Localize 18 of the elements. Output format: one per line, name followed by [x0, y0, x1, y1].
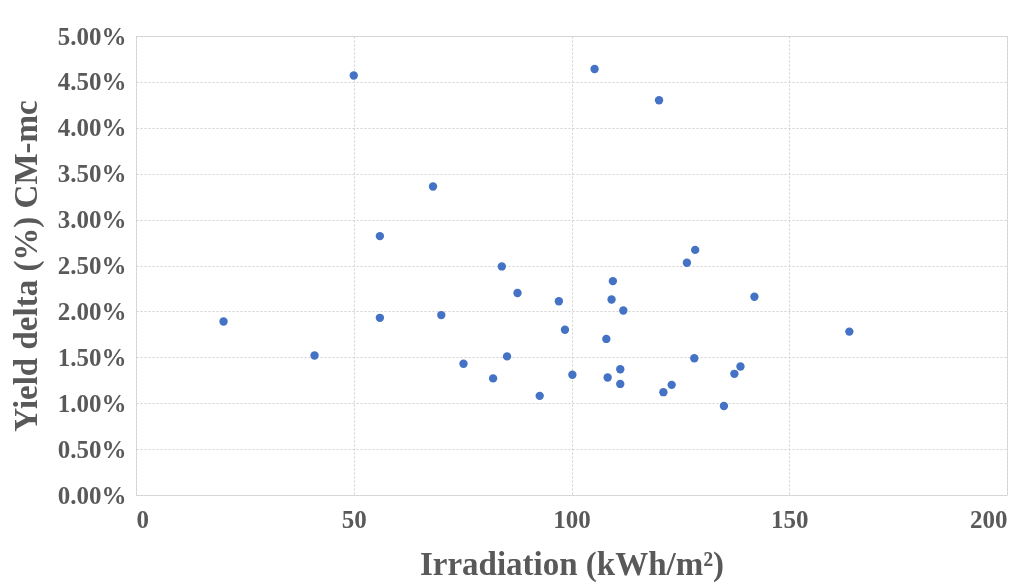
y-tick-label: 2.50%	[57, 252, 127, 279]
y-tick-label: 5.00%	[57, 22, 127, 50]
x-tick-label: 0	[136, 505, 149, 533]
y-tick-label: 3.00%	[57, 206, 127, 234]
y-tick-label: 4.00%	[57, 114, 127, 142]
x-tick-label: 50	[341, 505, 367, 533]
y-tick-label: 3.50%	[57, 160, 127, 188]
y-tick-label: 1.00%	[57, 389, 127, 417]
y-tick-label: 0.50%	[57, 435, 127, 463]
x-tick-label: 150	[771, 505, 809, 533]
y-tick-label: 2.00%	[57, 297, 127, 325]
x-tick-label: 100	[553, 505, 591, 533]
x-tick-label: 200	[970, 505, 1008, 533]
x-axis-title: Irradiation (kWh/m²)	[419, 545, 725, 583]
y-axis-title: Yield delta (%) CM-mc	[7, 100, 45, 432]
y-tick-label: 1.50%	[57, 343, 127, 371]
y-tick-label: 0.00%	[57, 481, 127, 509]
y-tick-label: 4.50%	[57, 68, 127, 96]
